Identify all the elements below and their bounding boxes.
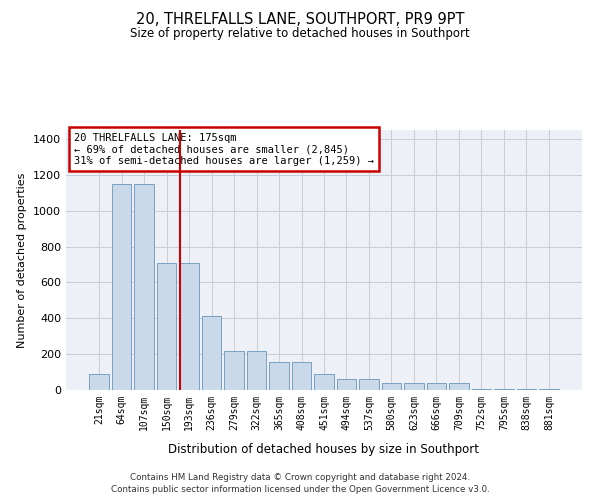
Bar (314, 374, 334, 390)
Bar (292, 362, 311, 390)
Bar (157, 262, 176, 390)
Bar (404, 383, 424, 390)
Bar (427, 383, 446, 390)
Bar (449, 383, 469, 390)
Bar (517, 388, 536, 390)
Bar (359, 379, 379, 390)
Bar (539, 388, 559, 390)
Bar (337, 379, 356, 390)
Text: Contains HM Land Registry data © Crown copyright and database right 2024.: Contains HM Land Registry data © Crown c… (130, 472, 470, 482)
Text: Distribution of detached houses by size in Southport: Distribution of detached houses by size … (169, 442, 479, 456)
Bar (269, 362, 289, 390)
Bar (382, 383, 401, 390)
Bar (89, 374, 109, 390)
Bar (134, 184, 154, 390)
Bar (202, 316, 221, 390)
Text: 20 THRELFALLS LANE: 175sqm
← 69% of detached houses are smaller (2,845)
31% of s: 20 THRELFALLS LANE: 175sqm ← 69% of deta… (74, 132, 374, 166)
Bar (472, 388, 491, 390)
Bar (494, 388, 514, 390)
Text: Size of property relative to detached houses in Southport: Size of property relative to detached ho… (130, 28, 470, 40)
Bar (247, 352, 266, 390)
Y-axis label: Number of detached properties: Number of detached properties (17, 172, 28, 348)
Bar (179, 262, 199, 390)
Text: 20, THRELFALLS LANE, SOUTHPORT, PR9 9PT: 20, THRELFALLS LANE, SOUTHPORT, PR9 9PT (136, 12, 464, 28)
Text: Contains public sector information licensed under the Open Government Licence v3: Contains public sector information licen… (110, 485, 490, 494)
Bar (112, 184, 131, 390)
Bar (224, 352, 244, 390)
